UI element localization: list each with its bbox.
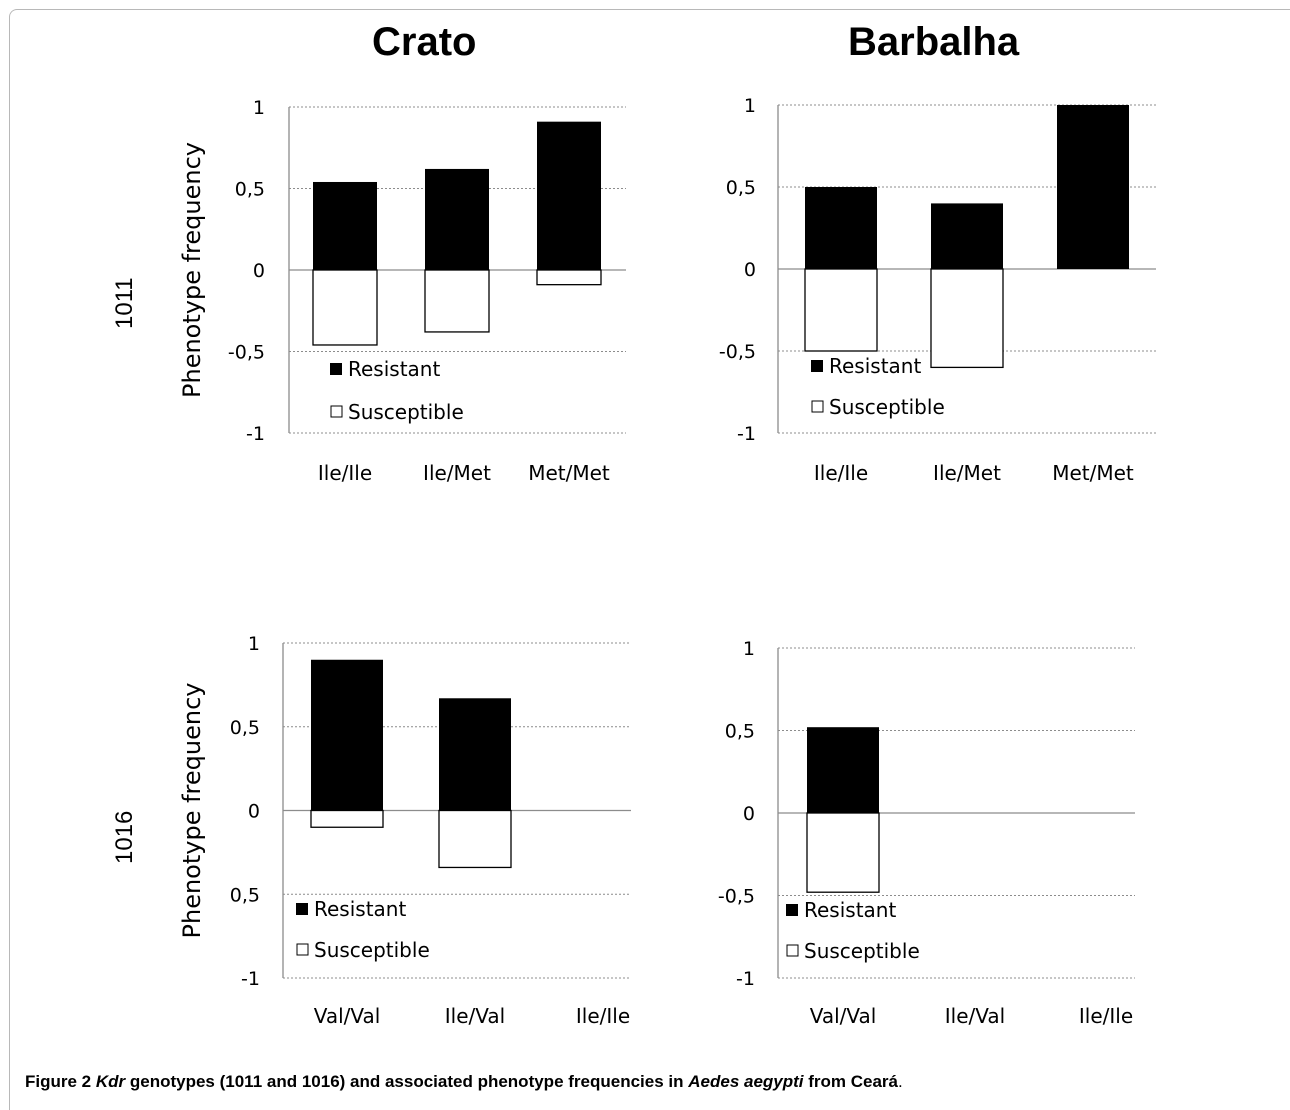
- y-tick-label-barbalha-1016: 0: [743, 803, 755, 825]
- y-tick-label-barbalha-1011: 1: [744, 95, 756, 117]
- figure-caption: Figure 2 Kdr genotypes (1011 and 1016) a…: [25, 1072, 903, 1092]
- bar-resistant-crato-1016: [439, 698, 511, 811]
- bar-susceptible-barbalha-1011: [804, 268, 878, 352]
- legend-label-resistant-crato-1016: Resistant: [314, 897, 406, 921]
- y-tick-label-barbalha-1016: 0,5: [725, 721, 755, 743]
- legend-label-resistant-barbalha-1016: Resistant: [804, 898, 896, 922]
- bar-resistant-crato-1011: [537, 121, 601, 270]
- caption-text-1: genotypes (1011 and 1016) and associated…: [129, 1072, 684, 1091]
- x-category-label-barbalha-1016: Ile/Val: [945, 1004, 1005, 1028]
- x-category-label-crato-1016: Val/Val: [314, 1004, 381, 1028]
- x-category-label-barbalha-1011: Ile/Ile: [814, 461, 868, 485]
- column-title-crato: Crato: [372, 20, 477, 64]
- y-tick-label-crato-1016: 1: [248, 633, 260, 655]
- legend-swatch-resistant-crato-1011: [330, 363, 342, 375]
- y-tick-label-barbalha-1011: -1: [737, 423, 756, 445]
- legend-swatch-susceptible-crato-1016: [296, 943, 309, 956]
- caption-label: Figure 2: [25, 1072, 92, 1091]
- legend-label-susceptible-crato-1011: Susceptible: [348, 400, 464, 424]
- x-category-label-barbalha-1011: Met/Met: [1052, 461, 1134, 485]
- bar-susceptible-barbalha-1016: [806, 812, 880, 893]
- y-tick-label-barbalha-1016: 1: [743, 638, 755, 660]
- legend-swatch-susceptible-barbalha-1016: [786, 944, 799, 957]
- bar-susceptible-crato-1011: [424, 269, 490, 333]
- y-tick-label-crato-1016: 0: [248, 801, 260, 823]
- y-tick-label-barbalha-1011: 0: [744, 259, 756, 281]
- y-tick-label-crato-1016: 0,5: [230, 884, 260, 906]
- figure-frame: [9, 9, 1290, 1110]
- caption-end: .: [898, 1072, 903, 1091]
- x-category-label-barbalha-1016: Val/Val: [810, 1004, 877, 1028]
- x-category-label-crato-1016: Ile/Ile: [576, 1004, 630, 1028]
- y-tick-label-barbalha-1011: 0,5: [726, 177, 756, 199]
- bar-susceptible-crato-1016: [438, 809, 512, 869]
- caption-italic-kdr: Kdr: [95, 1072, 126, 1091]
- legend-swatch-resistant-crato-1016: [296, 903, 308, 915]
- legend-label-resistant-crato-1011: Resistant: [348, 357, 440, 381]
- y-tick-label-crato-1011: 0,5: [235, 179, 265, 201]
- bar-resistant-barbalha-1011: [805, 187, 877, 269]
- bar-resistant-crato-1016: [311, 659, 383, 811]
- y-tick-label-crato-1011: -1: [246, 423, 265, 445]
- x-category-label-crato-1016: Ile/Val: [445, 1004, 505, 1028]
- y-tick-label-crato-1011: 0: [253, 260, 265, 282]
- x-category-label-crato-1011: Met/Met: [528, 461, 610, 485]
- y-tick-label-barbalha-1016: -0,5: [718, 886, 755, 908]
- y-tick-label-crato-1016: 0,5: [230, 717, 260, 739]
- legend-swatch-susceptible-crato-1011: [330, 405, 343, 418]
- x-category-label-crato-1011: Ile/Ile: [318, 461, 372, 485]
- legend-swatch-resistant-barbalha-1011: [811, 360, 823, 372]
- bar-susceptible-barbalha-1011: [930, 268, 1004, 369]
- y-tick-label-crato-1011: 1: [253, 97, 265, 119]
- caption-text-2: from Ceará: [808, 1072, 899, 1091]
- x-category-label-barbalha-1011: Ile/Met: [933, 461, 1001, 485]
- y-tick-label-crato-1011: -0,5: [228, 342, 265, 364]
- legend-swatch-resistant-barbalha-1016: [786, 904, 798, 916]
- bar-resistant-crato-1011: [425, 168, 489, 270]
- bar-resistant-barbalha-1011: [1057, 105, 1129, 269]
- bar-resistant-barbalha-1016: [807, 727, 879, 813]
- legend-label-susceptible-barbalha-1016: Susceptible: [804, 939, 920, 963]
- bar-susceptible-crato-1016: [310, 809, 384, 828]
- legend-label-susceptible-barbalha-1011: Susceptible: [829, 395, 945, 419]
- y-tick-label-barbalha-1011: -0,5: [719, 341, 756, 363]
- legend-swatch-susceptible-barbalha-1011: [811, 400, 824, 413]
- bar-resistant-barbalha-1011: [931, 203, 1003, 269]
- bar-susceptible-crato-1011: [312, 269, 378, 346]
- x-category-label-barbalha-1016: Ile/Ile: [1079, 1004, 1133, 1028]
- bar-susceptible-crato-1011: [536, 269, 602, 286]
- y-tick-label-barbalha-1016: -1: [736, 968, 755, 990]
- caption-italic-species: Aedes aegypti: [688, 1072, 804, 1091]
- bar-resistant-crato-1011: [313, 181, 377, 270]
- column-title-barbalha: Barbalha: [848, 20, 1020, 64]
- y-tick-label-crato-1016: -1: [241, 968, 260, 990]
- y-axis-title-crato-1016: Phenotype frequency: [178, 683, 206, 939]
- x-category-label-crato-1011: Ile/Met: [423, 461, 491, 485]
- legend-label-resistant-barbalha-1011: Resistant: [829, 354, 921, 378]
- y-axis-title-crato-1011: Phenotype frequency: [178, 142, 206, 398]
- legend-label-susceptible-crato-1016: Susceptible: [314, 938, 430, 962]
